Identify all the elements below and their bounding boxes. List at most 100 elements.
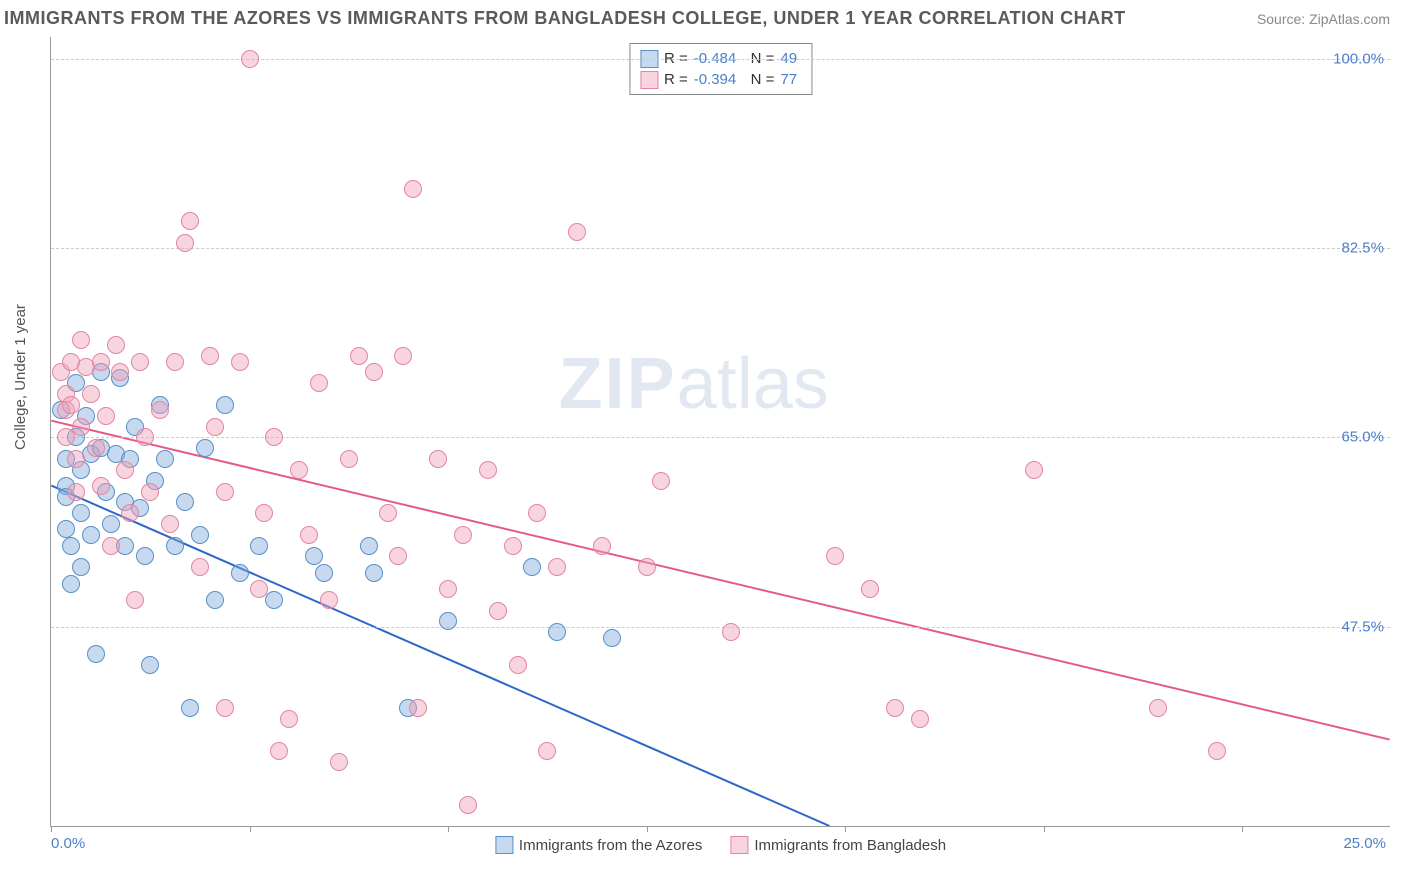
data-point — [196, 439, 214, 457]
data-point — [206, 591, 224, 609]
data-point — [87, 439, 105, 457]
x-tick — [647, 826, 648, 832]
data-point — [62, 537, 80, 555]
data-point — [315, 564, 333, 582]
data-point — [504, 537, 522, 555]
data-point — [62, 396, 80, 414]
data-point — [350, 347, 368, 365]
data-point — [603, 629, 621, 647]
data-point — [310, 374, 328, 392]
data-point — [141, 656, 159, 674]
data-point — [568, 223, 586, 241]
x-tick — [250, 826, 251, 832]
data-point — [166, 353, 184, 371]
y-tick-label: 100.0% — [1333, 50, 1384, 67]
data-point — [250, 537, 268, 555]
data-point — [360, 537, 378, 555]
data-point — [1208, 742, 1226, 760]
data-point — [409, 699, 427, 717]
y-tick-label: 82.5% — [1341, 240, 1384, 257]
correlation-legend: R = -0.484 N = 49R = -0.394 N = 77 — [629, 43, 812, 95]
data-point — [111, 363, 129, 381]
data-point — [638, 558, 656, 576]
data-point — [107, 336, 125, 354]
data-point — [231, 353, 249, 371]
data-point — [72, 504, 90, 522]
data-point — [479, 461, 497, 479]
data-point — [82, 526, 100, 544]
data-point — [92, 477, 110, 495]
data-point — [270, 742, 288, 760]
data-point — [861, 580, 879, 598]
data-point — [280, 710, 298, 728]
scatter-chart: ZIPatlas R = -0.484 N = 49R = -0.394 N =… — [50, 37, 1390, 827]
data-point — [136, 547, 154, 565]
data-point — [454, 526, 472, 544]
data-point — [429, 450, 447, 468]
data-point — [722, 623, 740, 641]
data-point — [201, 347, 219, 365]
data-point — [404, 180, 422, 198]
data-point — [365, 564, 383, 582]
data-point — [126, 591, 144, 609]
data-point — [538, 742, 556, 760]
source-label: Source: ZipAtlas.com — [1257, 11, 1390, 27]
data-point — [290, 461, 308, 479]
watermark: ZIPatlas — [559, 343, 829, 425]
data-point — [1149, 699, 1167, 717]
gridline — [51, 627, 1390, 628]
data-point — [241, 50, 259, 68]
x-tick — [51, 826, 52, 832]
data-point — [216, 483, 234, 501]
data-point — [102, 537, 120, 555]
data-point — [911, 710, 929, 728]
x-tick — [1242, 826, 1243, 832]
gridline — [51, 248, 1390, 249]
data-point — [255, 504, 273, 522]
data-point — [509, 656, 527, 674]
legend-row: R = -0.394 N = 77 — [640, 69, 797, 90]
data-point — [97, 407, 115, 425]
data-point — [265, 428, 283, 446]
y-tick-label: 47.5% — [1341, 618, 1384, 635]
data-point — [389, 547, 407, 565]
data-point — [265, 591, 283, 609]
data-point — [439, 580, 457, 598]
data-point — [176, 234, 194, 252]
data-point — [166, 537, 184, 555]
data-point — [1025, 461, 1043, 479]
x-tick — [448, 826, 449, 832]
x-tick-label: 0.0% — [51, 835, 85, 852]
data-point — [191, 558, 209, 576]
data-point — [82, 385, 100, 403]
data-point — [548, 623, 566, 641]
series-legend-item: Immigrants from Bangladesh — [730, 836, 946, 854]
data-point — [206, 418, 224, 436]
data-point — [57, 520, 75, 538]
x-tick-label: 25.0% — [1343, 835, 1386, 852]
data-point — [216, 699, 234, 717]
data-point — [394, 347, 412, 365]
data-point — [216, 396, 234, 414]
data-point — [231, 564, 249, 582]
data-point — [489, 602, 507, 620]
x-tick — [1044, 826, 1045, 832]
y-axis-label: College, Under 1 year — [12, 304, 29, 450]
data-point — [131, 353, 149, 371]
data-point — [340, 450, 358, 468]
data-point — [528, 504, 546, 522]
data-point — [121, 504, 139, 522]
data-point — [365, 363, 383, 381]
data-point — [330, 753, 348, 771]
data-point — [161, 515, 179, 533]
data-point — [459, 796, 477, 814]
data-point — [67, 483, 85, 501]
y-tick-label: 65.0% — [1341, 429, 1384, 446]
data-point — [826, 547, 844, 565]
data-point — [176, 493, 194, 511]
data-point — [300, 526, 318, 544]
data-point — [379, 504, 397, 522]
data-point — [102, 515, 120, 533]
gridline — [51, 437, 1390, 438]
data-point — [92, 353, 110, 371]
